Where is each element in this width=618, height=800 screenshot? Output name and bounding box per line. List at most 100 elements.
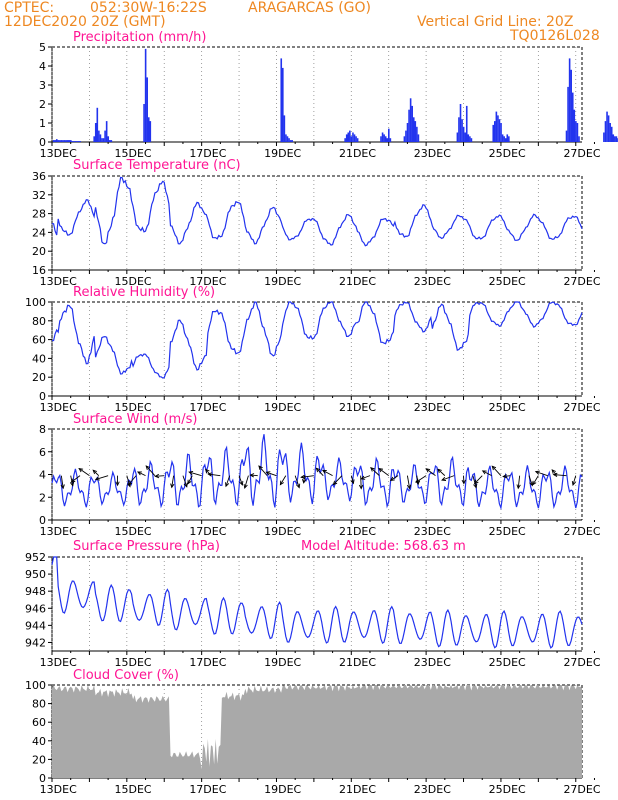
x-date-label: 17DEC	[189, 147, 226, 160]
wind-arrow-head	[154, 473, 160, 479]
wind-arrow	[279, 475, 287, 485]
wind-arrow	[301, 475, 314, 478]
precip-bar	[568, 58, 571, 142]
precip-bar	[57, 140, 60, 142]
precip-bar	[604, 121, 607, 142]
panel-title: Surface Pressure (hPa)	[73, 539, 220, 554]
precip-bar	[578, 136, 580, 142]
precip-bar	[609, 123, 611, 142]
x-date-label: 19DEC	[264, 275, 301, 288]
precip-bar	[104, 130, 106, 142]
precip-bar	[388, 128, 390, 142]
y-tick-label: 2	[39, 98, 46, 111]
wind-arrow	[517, 475, 521, 489]
x-date-label: 21DEC	[339, 783, 376, 796]
wind-arrow	[244, 475, 249, 489]
y-tick-label: 20	[32, 371, 46, 384]
precip-bar	[470, 138, 473, 142]
wind-arrow-head	[516, 484, 521, 490]
precip-bar	[612, 134, 615, 142]
precip-bar	[506, 134, 509, 142]
x-date-label: 25DEC	[489, 275, 526, 288]
precip-bar	[285, 134, 287, 142]
pressure-line	[51, 556, 583, 649]
x-date-label: 17DEC	[189, 525, 226, 538]
precip-bar	[66, 140, 69, 142]
wind-arrow	[425, 468, 436, 476]
panel-title: Cloud Cover (%)	[73, 668, 179, 683]
precip-bar	[77, 141, 80, 142]
precip-bar	[456, 132, 459, 142]
y-tick-label: 40	[32, 735, 46, 748]
x-date-label: 23DEC	[414, 401, 451, 414]
wind-arrow-head	[183, 482, 188, 488]
precip-bar	[462, 126, 465, 142]
y-tick-label: 80	[32, 315, 46, 328]
y-tick-label: 948	[25, 585, 46, 598]
y-tick-label: 32	[32, 189, 46, 202]
wind-arrow-head	[239, 480, 244, 486]
wind-arrow-head	[425, 468, 431, 473]
precip-bar	[464, 132, 466, 142]
precip-bar	[73, 141, 75, 142]
x-date-label: 25DEC	[489, 401, 526, 414]
precip-bar	[610, 126, 613, 142]
precip-bar	[384, 136, 387, 142]
precip-bar	[492, 124, 495, 142]
y-tick-label: 80	[32, 698, 46, 711]
x-date-label: 21DEC	[339, 147, 376, 160]
precip-bar	[345, 134, 348, 142]
precip-bar	[93, 136, 95, 142]
precip-bar	[349, 130, 351, 142]
precip-bar	[110, 140, 113, 142]
precip-bar	[68, 140, 71, 142]
model-altitude-label: Model Altitude: 568.63 m	[301, 539, 466, 554]
x-date-label: 27DEC	[563, 525, 600, 538]
precip-bar	[102, 138, 105, 142]
wind-arrow	[350, 475, 354, 484]
wind-arrow	[491, 465, 502, 476]
panel-title: Surface Wind (m/s)	[73, 412, 197, 427]
precip-bar	[63, 140, 66, 142]
wind-arrow-head	[94, 476, 100, 481]
wind-arrow-head	[301, 478, 307, 484]
wind-arrow-head	[552, 472, 558, 477]
y-tick-label: 0	[39, 390, 46, 403]
wind-arrow	[535, 471, 548, 477]
precip-bar	[416, 126, 418, 142]
precip-bar	[383, 134, 385, 142]
precip-bar	[386, 138, 389, 142]
y-tick-label: 100	[25, 679, 46, 692]
precip-bar	[603, 132, 605, 142]
precip-bar	[380, 136, 382, 142]
precip-bar	[504, 138, 507, 142]
wind-arrow	[238, 475, 243, 486]
x-date-label: 15DEC	[115, 401, 152, 414]
precip-bar	[289, 140, 292, 142]
precip-bar	[614, 136, 616, 142]
precip-bar	[79, 141, 81, 142]
precip-bar	[467, 134, 470, 142]
wind-arrow	[528, 475, 533, 486]
x-date-label: 17DEC	[189, 656, 226, 669]
x-date-label: 21DEC	[339, 656, 376, 669]
precip-bar	[108, 140, 111, 142]
precip-bar	[409, 98, 412, 142]
wind-arrows	[60, 465, 577, 490]
wind-line	[51, 434, 583, 511]
wind-arrow-head	[127, 480, 133, 486]
precip-bar	[503, 136, 505, 142]
y-tick-label: 952	[25, 551, 46, 564]
precip-bar	[350, 136, 353, 142]
wind-arrow	[360, 475, 362, 489]
wind-arrow	[474, 475, 483, 484]
panel-title: Surface Temperature (nC)	[73, 158, 241, 173]
header-location-coords: 052:30W-16:22S	[90, 0, 207, 16]
precip-bar	[101, 138, 103, 142]
precip-bar	[465, 105, 468, 142]
precip-bar	[144, 48, 147, 142]
wind-arrow-head	[296, 483, 301, 489]
x-date-label: 23DEC	[414, 783, 451, 796]
wind-arrow-head	[332, 480, 338, 486]
